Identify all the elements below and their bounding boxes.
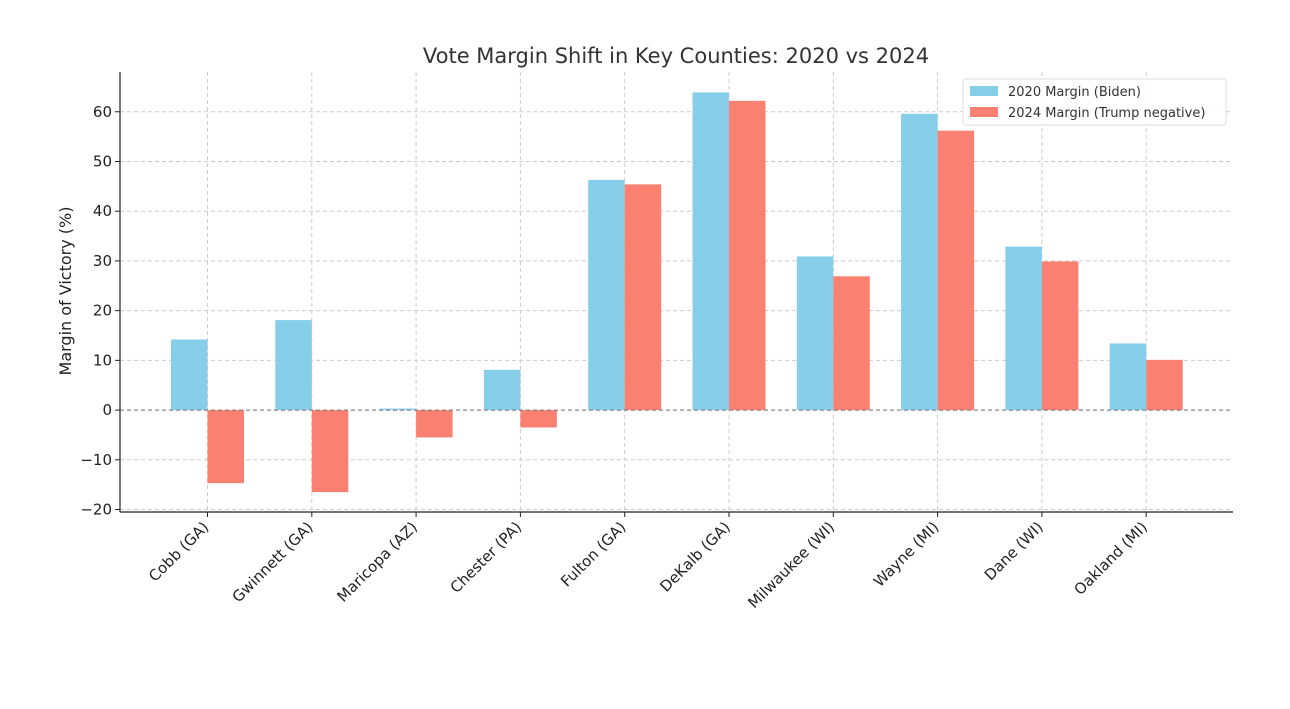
bar-2024 (624, 184, 662, 411)
bar-2020 (1109, 343, 1147, 411)
x-tick-label: Oakland (MI) (1070, 518, 1151, 599)
bar-2020 (692, 92, 729, 411)
bar-2020 (1005, 246, 1042, 411)
bar-2020 (901, 113, 938, 411)
bars (120, 92, 1233, 493)
y-tick-label: 40 (93, 202, 112, 220)
legend-box (962, 78, 1227, 126)
x-tick-label: Wayne (MI) (870, 518, 942, 590)
bar-2020 (379, 408, 417, 411)
bar-2024 (729, 100, 766, 411)
bar-2020 (796, 256, 834, 411)
bar-2020 (588, 179, 625, 411)
y-axis-label: Margin of Victory (%) (56, 207, 75, 376)
y-axis-ticks: −20 −10 0 10 20 30 40 50 60 (80, 103, 120, 519)
y-tick-label: 50 (93, 152, 112, 170)
chart-title: Vote Margin Shift in Key Counties: 2020 … (423, 44, 929, 68)
x-tick-label: Cobb (GA) (145, 518, 212, 585)
x-tick-label: Milwaukee (WI) (744, 518, 838, 612)
bar-2020 (171, 339, 208, 411)
bar-2024 (416, 410, 453, 438)
y-tick-label: −20 (80, 501, 112, 519)
legend-swatch (970, 86, 998, 96)
y-tick-label: 10 (93, 351, 112, 369)
x-tick-label: Fulton (GA) (557, 518, 629, 590)
bar-2024 (207, 410, 244, 484)
bar-2024 (937, 130, 975, 411)
bar-2024 (520, 410, 557, 428)
y-tick-label: 20 (93, 302, 112, 320)
x-tick-label: DeKalb (GA) (656, 518, 733, 595)
legend-label: 2020 Margin (Biden) (1008, 85, 1141, 100)
bar-2020 (275, 320, 312, 411)
legend-swatch (970, 107, 998, 117)
y-tick-label: 30 (93, 252, 112, 270)
bar-2020 (483, 369, 521, 411)
y-tick-label: 60 (93, 103, 112, 121)
x-tick-label: Chester (PA) (447, 518, 526, 597)
bar-2024 (1146, 359, 1183, 411)
y-tick-label: 0 (102, 401, 112, 419)
x-axis-ticks: Cobb (GA) Gwinnett (GA) Maricopa (AZ) Chest… (145, 512, 1151, 612)
bar-2024 (833, 276, 870, 411)
legend-label: 2024 Margin (Trump negative) (1008, 106, 1205, 121)
bar-2024 (311, 410, 349, 493)
axes (119, 72, 1233, 513)
x-tick-label: Dane (WI) (981, 518, 1047, 584)
x-tick-label: Maricopa (AZ) (334, 518, 421, 605)
bar-2024 (1041, 261, 1079, 411)
legend: 2020 Margin (Biden) 2024 Margin (Trump ne… (962, 78, 1227, 126)
x-tick-label: Gwinnett (GA) (229, 518, 317, 606)
y-tick-label: −10 (80, 451, 112, 469)
